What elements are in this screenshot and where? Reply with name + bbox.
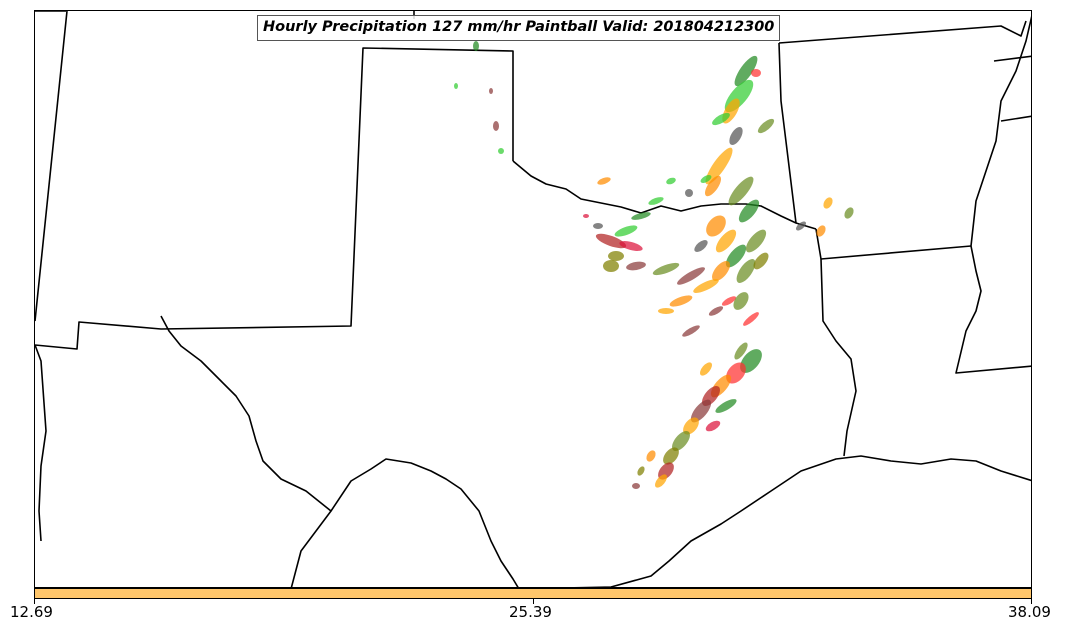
paintball-streak [816, 225, 826, 237]
border-tx-coast [574, 455, 1031, 587]
paintball-streak [705, 147, 733, 185]
map-canvas [35, 11, 1031, 587]
paintball-streak [473, 41, 479, 51]
colorbar [34, 588, 1032, 599]
paintball-streak [608, 251, 624, 261]
map-panel [34, 10, 1032, 588]
paintball-streak [669, 295, 693, 307]
paintball-streak [655, 474, 667, 488]
colorbar-tick-mid [533, 599, 534, 604]
paintball-streak [666, 177, 676, 185]
paintball-streak [712, 261, 730, 281]
colorbar-tick-max [1031, 599, 1032, 604]
paintball-streak [751, 69, 761, 77]
paintball-streak [745, 229, 767, 253]
border-mississippi-river [955, 16, 1031, 374]
paintball-streak [597, 177, 611, 185]
paintball-streak [626, 261, 646, 271]
paintball-streak [753, 252, 769, 270]
colorbar-label-max: 38.09 [1008, 603, 1051, 621]
border-mexico-inner [290, 510, 332, 587]
colorbar-label-mid: 25.39 [509, 603, 552, 621]
paintball-streak [652, 262, 680, 276]
paintball-streak [690, 399, 712, 423]
border-tn-line [993, 55, 1031, 62]
paintball-streak [708, 306, 724, 316]
paintball-streak [705, 420, 721, 432]
paintball-streak [796, 221, 806, 231]
border-nm-tx-west [35, 47, 514, 350]
paintball-streak [715, 399, 737, 413]
paintball-streak [648, 197, 664, 205]
paintball-streak [844, 207, 854, 219]
paintball-streak [700, 362, 712, 376]
paintball-streak [663, 447, 679, 465]
colorbar-label-min: 12.69 [10, 603, 53, 621]
paintball-streak [728, 176, 754, 206]
paintball-streak [619, 241, 643, 251]
paintball-streak [694, 240, 708, 252]
paintball-streak [658, 308, 674, 314]
paintball-streak [631, 212, 651, 220]
border-nm-az [35, 11, 68, 322]
border-ks-mo [778, 20, 1027, 44]
paintball-streak [721, 296, 737, 306]
paintball-streak [498, 148, 504, 154]
paintball-streak [583, 214, 589, 218]
paintball-streak [672, 431, 690, 451]
paintball-streak [734, 342, 748, 360]
paintball-streak [646, 450, 656, 462]
paintball-streak [677, 267, 705, 285]
paintball-streak [734, 55, 758, 87]
paintball-streak [736, 259, 756, 283]
paintball-streak [685, 189, 693, 197]
paintball-streak [823, 197, 833, 209]
border-ms-line [1000, 115, 1031, 122]
border-tx-la [815, 228, 857, 457]
border-ok-red-river [512, 160, 817, 230]
paintball-streak [632, 483, 640, 489]
paintball-streak [493, 121, 499, 131]
paintball-streak [603, 260, 619, 272]
paintball-streak [595, 233, 627, 249]
border-west-edge [35, 344, 47, 542]
precipitation-paintball-layer [454, 41, 854, 489]
paintball-streak [593, 223, 603, 229]
paintball-streak [704, 175, 722, 197]
paintball-streak [693, 279, 719, 293]
state-borders [35, 11, 1031, 587]
border-ar-la [820, 245, 972, 260]
paintball-streak [738, 199, 760, 223]
paintball-streak [637, 466, 645, 476]
paintball-streak [729, 126, 743, 146]
paintball-streak [757, 118, 775, 134]
map-title: Hourly Precipitation 127 mm/hr Paintball… [257, 15, 781, 41]
border-tx-mexico [160, 315, 519, 587]
paintball-streak [683, 417, 699, 435]
border-ok-ark [778, 42, 797, 224]
paintball-streak [682, 325, 700, 337]
paintball-streak [715, 229, 737, 253]
paintball-streak [454, 83, 458, 89]
paintball-streak [489, 88, 493, 94]
paintball-streak [614, 225, 638, 237]
paintball-streak [700, 175, 712, 183]
paintball-streak [733, 292, 749, 310]
paintball-streak [743, 312, 759, 326]
paintball-streak [725, 244, 747, 268]
paintball-streak [712, 112, 730, 126]
colorbar-tick-min [34, 599, 35, 604]
paintball-streak [706, 215, 726, 237]
